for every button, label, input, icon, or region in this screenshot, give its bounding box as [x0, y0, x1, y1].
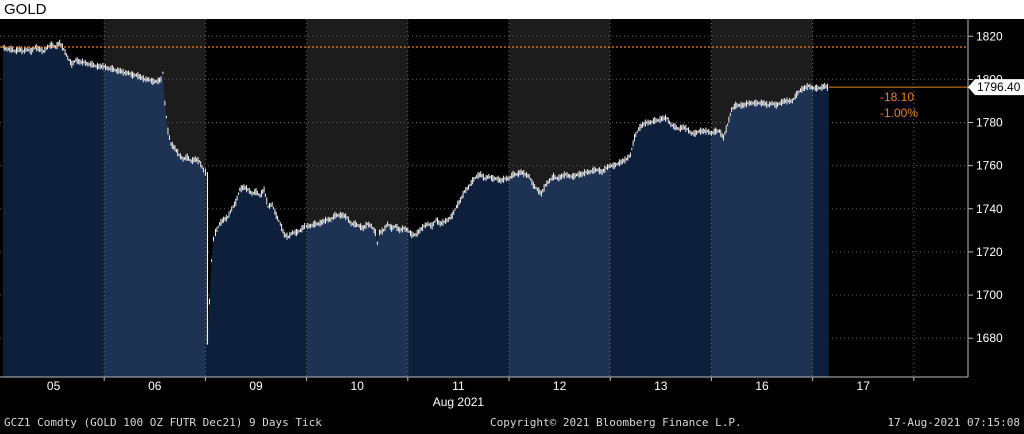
x-tick-label: 10 [351, 379, 365, 393]
y-tick-label: 1720 [976, 245, 1003, 259]
footer-bar: GCZ1 Comdty (GOLD 100 OZ FUTR Dec21) 9 D… [0, 413, 1024, 434]
footer-timestamp: 17-Aug-2021 07:15:08 [887, 416, 1020, 429]
page-title: GOLD [4, 1, 47, 18]
price-change: -18.10 [880, 90, 914, 104]
area-segment [3, 42, 105, 377]
area-segment [812, 42, 829, 377]
last-price-badge: 1796.40 [968, 79, 1024, 96]
y-tick-label: 1760 [976, 159, 1003, 173]
price-chart: 16801700172017401760178018001820 0506091… [0, 19, 1024, 434]
x-tick-label: 06 [148, 379, 162, 393]
x-tick-label: 13 [654, 379, 668, 393]
x-tick-label: 16 [755, 379, 769, 393]
price-labels: 1796.40 -18.10 -1.00% [880, 79, 1024, 120]
x-tick-label: 09 [249, 379, 263, 393]
price-chart-svg: 16801700172017401760178018001820 0506091… [0, 19, 1024, 409]
x-tick-label: 17 [857, 379, 871, 393]
area-segment [407, 42, 509, 377]
price-ticks [2, 39, 828, 345]
last-price-badge-bg [968, 79, 1024, 96]
area-segment [205, 42, 307, 377]
y-axis: 16801700172017401760178018001820 [967, 19, 1003, 377]
y-tick-label: 1820 [976, 29, 1003, 43]
y-tick-label: 1700 [976, 288, 1003, 302]
x-axis: 05 06 09 10 11 12 13 16 17 Aug 2021 [0, 376, 968, 409]
footer-security: GCZ1 Comdty (GOLD 100 OZ FUTR Dec21) 9 D… [4, 416, 322, 429]
x-tick-label: 05 [47, 379, 61, 393]
y-tick-label: 1780 [976, 116, 1003, 130]
x-tick-label: 12 [553, 379, 567, 393]
y-tick-label: 1740 [976, 202, 1003, 216]
x-tick-label: 11 [452, 379, 465, 393]
x-axis-label: Aug 2021 [433, 395, 485, 409]
y-tick-label: 1680 [976, 331, 1003, 345]
footer-copyright: Copyright© 2021 Bloomberg Finance L.P. [490, 416, 742, 429]
last-price-value: 1796.40 [977, 80, 1021, 94]
price-change-pct: -1.00% [880, 106, 918, 120]
area-segment [610, 42, 712, 377]
